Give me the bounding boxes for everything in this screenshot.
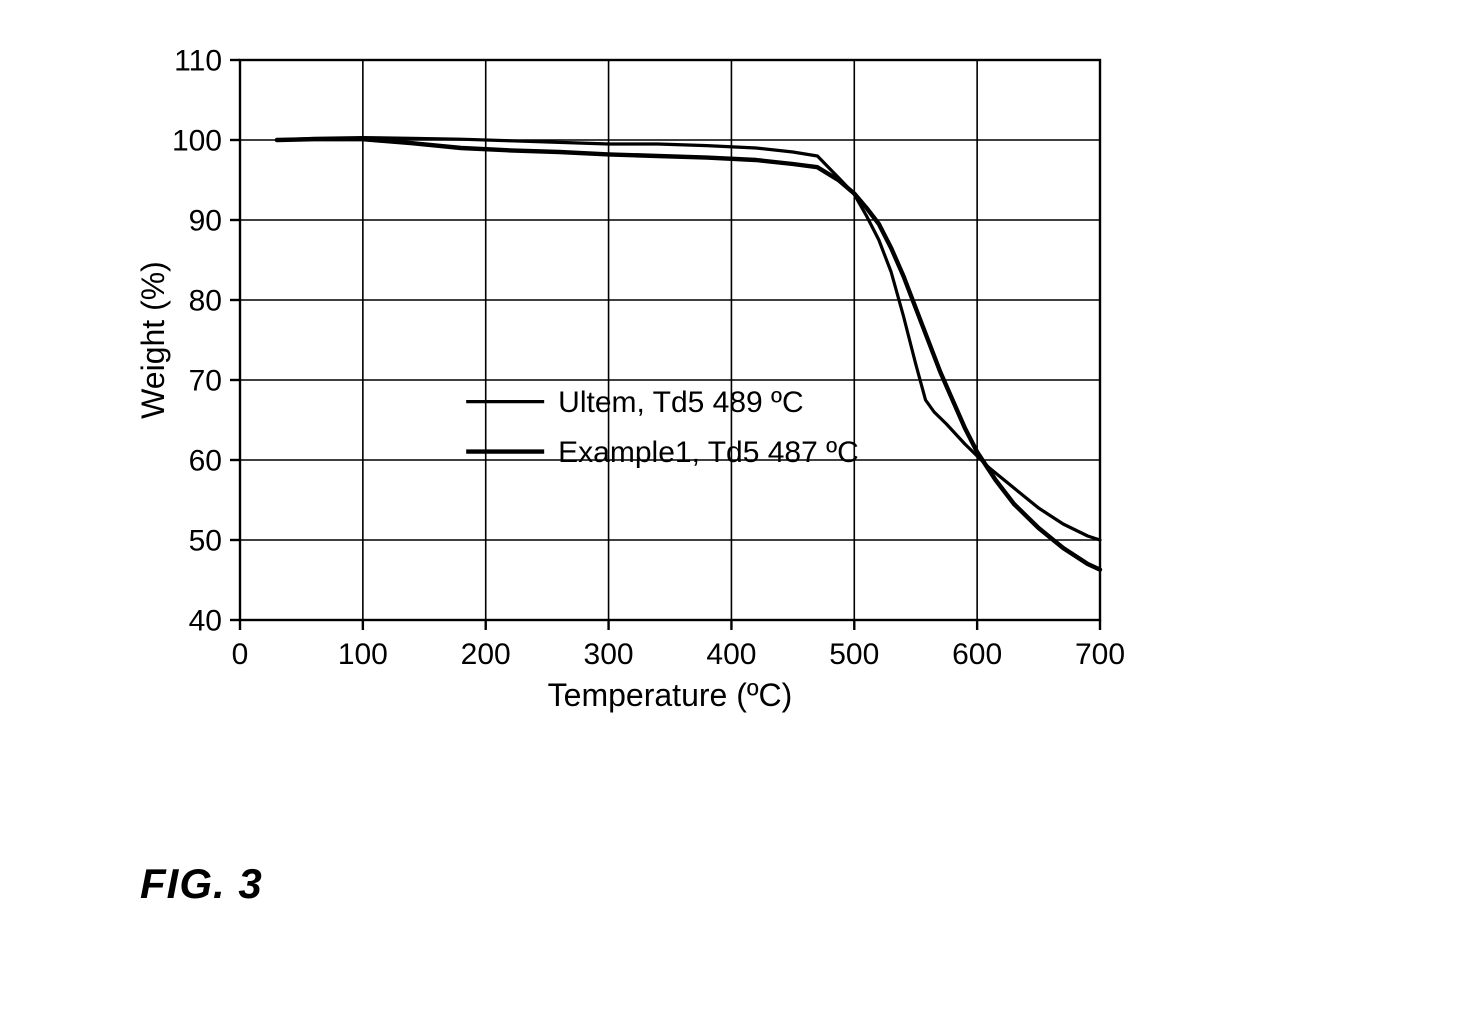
x-tick-label: 100 (338, 638, 388, 671)
y-tick-label: 50 (189, 525, 222, 558)
y-tick-label: 60 (189, 445, 222, 478)
y-tick-label: 110 (174, 45, 222, 78)
x-axis-label: Temperature (ºC) (548, 677, 793, 713)
x-tick-label: 0 (232, 638, 249, 671)
figure-label: FIG. 3 (140, 860, 263, 908)
legend-label: Ultem, Td5 489 ºC (558, 386, 804, 419)
y-tick-label: 70 (189, 365, 222, 398)
x-tick-label: 700 (1075, 638, 1125, 671)
legend-label: Example1, Td5 487 ºC (558, 436, 859, 469)
y-axis-label: Weight (%) (135, 261, 171, 419)
y-tick-label: 40 (189, 605, 222, 638)
x-tick-label: 300 (584, 638, 634, 671)
x-tick-label: 200 (461, 638, 511, 671)
tga-chart: 0 100 200 300 400 500 600 700 40 50 60 70 80 90 100 110… (100, 30, 1160, 735)
y-tick-label: 80 (189, 285, 222, 318)
x-tick-label: 600 (952, 638, 1002, 671)
y-tick-label: 100 (172, 125, 222, 158)
y-tick-label: 90 (189, 205, 222, 238)
x-tick-label: 400 (706, 638, 756, 671)
x-tick-label: 500 (829, 638, 879, 671)
